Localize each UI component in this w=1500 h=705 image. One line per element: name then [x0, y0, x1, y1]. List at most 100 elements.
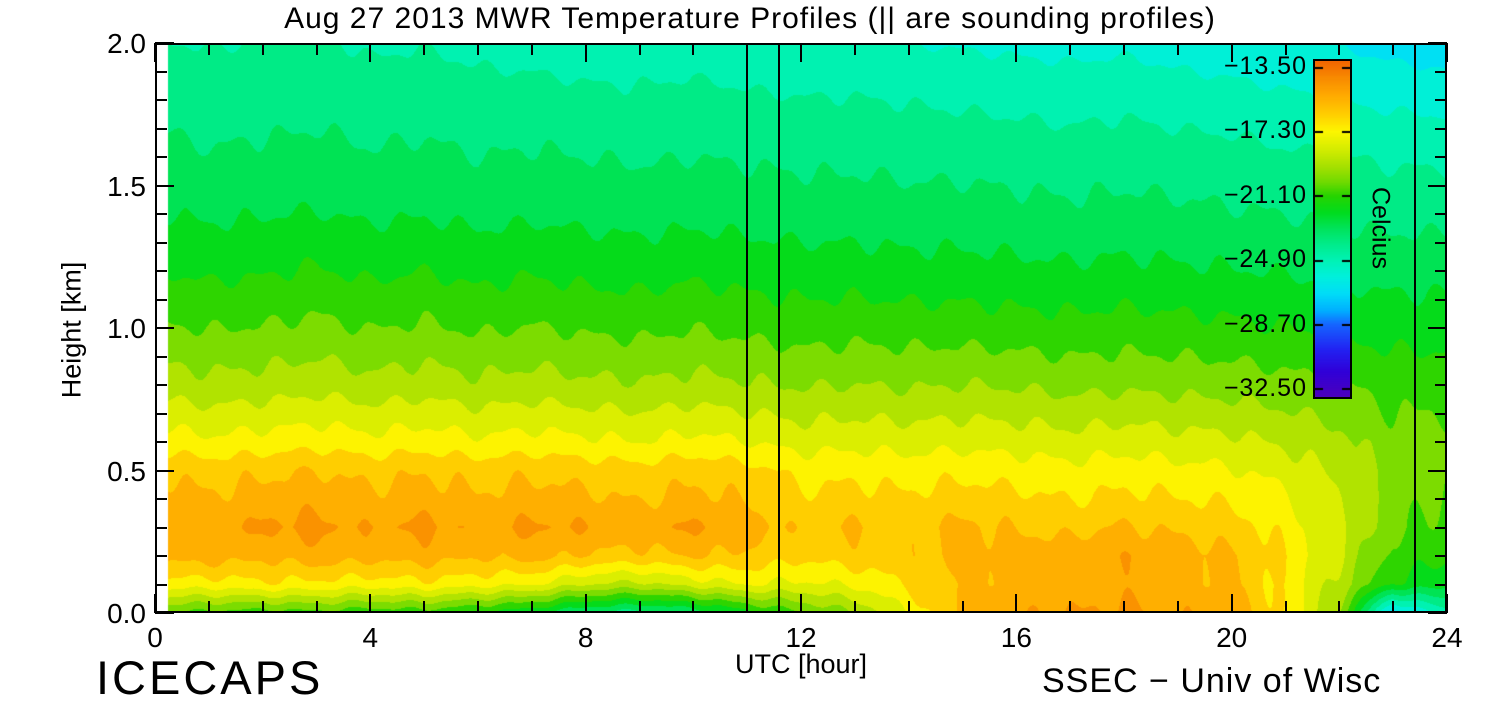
axis-tick: [1435, 583, 1447, 586]
colorbar-gradient-canvas: [1315, 61, 1350, 397]
x-axis-title: UTC [hour]: [734, 649, 868, 679]
axis-tick: [1428, 612, 1447, 614]
plot-area: [154, 42, 1448, 614]
sounding-profile-line: [778, 43, 781, 613]
axis-tick: [1284, 43, 1287, 55]
axis-tick: [155, 384, 167, 386]
x-tick-label: 4: [362, 622, 379, 653]
colorbar-tick-label: −24.90: [1223, 245, 1307, 274]
axis-tick: [1435, 412, 1447, 415]
x-tick-label: 0: [147, 622, 163, 653]
axis-tick: [1446, 594, 1448, 613]
axis-tick: [1435, 127, 1447, 130]
axis-tick: [530, 43, 533, 55]
axis-tick: [1428, 42, 1447, 44]
axis-tick: [477, 601, 479, 613]
axis-tick: [155, 498, 167, 500]
axis-tick: [746, 601, 749, 613]
axis-tick: [1338, 43, 1341, 55]
axis-tick: [1176, 601, 1179, 613]
axis-tick: [155, 156, 167, 158]
colorbar-tick-label: −28.70: [1223, 309, 1307, 338]
axis-tick: [1435, 270, 1447, 272]
axis-tick: [1435, 555, 1447, 557]
axis-tick: [692, 43, 695, 55]
x-tick-label: 16: [1000, 622, 1032, 653]
axis-tick: [907, 601, 910, 613]
sounding-profile-line: [1413, 43, 1416, 613]
axis-tick: [1123, 601, 1125, 613]
axis-tick: [1435, 156, 1447, 158]
axis-tick: [155, 555, 167, 557]
axis-tick: [1435, 298, 1447, 301]
axis-tick: [1435, 213, 1447, 215]
sounding-profile-line: [746, 43, 749, 613]
axis-tick: [746, 43, 749, 55]
axis-tick: [584, 594, 587, 613]
axis-tick: [1284, 601, 1287, 613]
axis-tick: [155, 213, 167, 215]
axis-tick: [155, 612, 174, 614]
axis-tick: [155, 583, 167, 586]
colorbar-tick-label: −13.50: [1223, 51, 1307, 80]
x-tick-label: 20: [1216, 622, 1248, 653]
axis-tick: [155, 42, 174, 44]
axis-tick: [369, 43, 372, 62]
axis-tick: [1435, 355, 1447, 358]
colorbar-tick-label: −32.50: [1223, 374, 1307, 403]
axis-tick: [423, 43, 426, 55]
axis-tick: [369, 594, 372, 613]
axis-tick: [155, 355, 167, 358]
axis-tick: [207, 601, 210, 613]
axis-tick: [155, 298, 167, 301]
x-tick-label: 12: [785, 622, 817, 653]
axis-tick: [1230, 594, 1233, 613]
axis-tick: [1015, 43, 1018, 62]
axis-tick: [155, 70, 167, 73]
axis-tick: [1435, 241, 1447, 244]
axis-tick: [1435, 498, 1447, 500]
colorbar-title: Celcius: [1366, 187, 1395, 269]
y-tick-label: 0.5: [107, 455, 146, 487]
axis-tick: [907, 43, 910, 55]
axis-tick: [261, 43, 264, 55]
axis-tick: [155, 412, 167, 415]
axis-tick: [961, 601, 964, 613]
axis-tick: [155, 184, 174, 187]
colorbar-tick-label: −17.30: [1223, 116, 1307, 145]
axis-tick: [530, 601, 533, 613]
axis-tick: [1392, 601, 1395, 613]
axis-tick: [800, 43, 802, 62]
axis-tick: [1069, 43, 1072, 55]
axis-tick: [155, 270, 167, 272]
axis-tick: [961, 43, 964, 55]
axis-tick: [1435, 99, 1447, 101]
axis-tick: [853, 43, 856, 55]
y-tick-label: 0.0: [107, 598, 146, 629]
axis-tick: [477, 43, 479, 55]
y-axis-title: Height [km]: [56, 261, 87, 399]
axis-tick: [638, 601, 641, 613]
axis-tick: [1123, 43, 1125, 55]
axis-tick: [155, 241, 167, 244]
axis-tick: [1428, 184, 1447, 187]
axis-tick: [261, 601, 264, 613]
y-tick-label: 2.0: [107, 28, 146, 59]
axis-tick: [1428, 469, 1447, 472]
axis-tick: [1338, 601, 1341, 613]
axis-tick: [1435, 70, 1447, 73]
credit-ssec: SSEC − Univ of Wisc: [1042, 662, 1382, 700]
axis-tick: [154, 43, 156, 62]
axis-tick: [800, 594, 802, 613]
axis-tick: [315, 601, 318, 613]
axis-tick: [315, 43, 318, 55]
axis-tick: [1392, 43, 1395, 55]
axis-tick: [1230, 43, 1233, 62]
axis-tick: [155, 127, 167, 130]
axis-tick: [1176, 43, 1179, 55]
x-tick-label: 24: [1431, 622, 1463, 653]
axis-tick: [155, 99, 167, 101]
axis-tick: [1428, 327, 1447, 329]
axis-tick: [584, 43, 587, 62]
axis-tick: [155, 327, 174, 329]
